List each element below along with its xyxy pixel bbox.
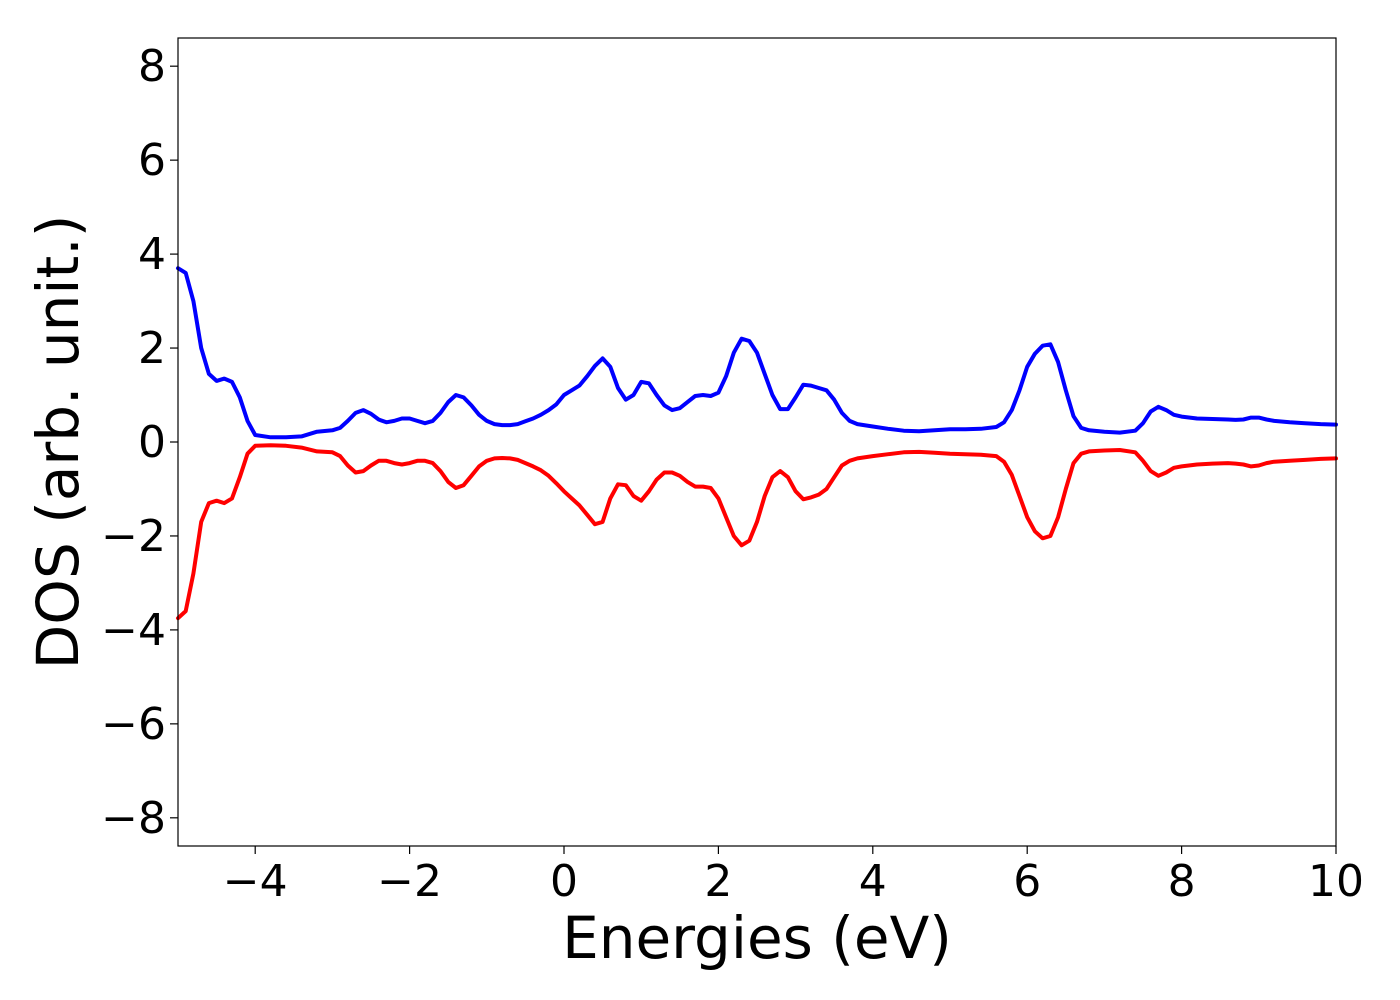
x-tick-label: 10: [1308, 856, 1364, 907]
y-tick-label: 2: [138, 323, 166, 374]
x-tick-label: −4: [223, 856, 288, 907]
y-tick-label: −2: [101, 511, 166, 562]
x-axis-title: Energies (eV): [562, 904, 952, 972]
y-tick-label: −4: [101, 605, 166, 656]
y-tick-label: 4: [138, 229, 166, 280]
series-layer: [176, 266, 1338, 621]
x-tick-label: 8: [1168, 856, 1196, 907]
dos-series-line-1: [176, 266, 1338, 440]
y-axis: −8 −6 −4 −2 0 2 4 6 8: [101, 41, 178, 844]
y-axis-title: DOS (arb. unit.): [24, 215, 92, 670]
x-tick-label: −2: [377, 856, 442, 907]
y-tick-label: 0: [138, 417, 166, 468]
plot-area-frame: [177, 37, 1337, 847]
x-axis: −4 −2 0 2 4 6 8 10: [223, 846, 1364, 907]
x-tick-label: 0: [550, 856, 578, 907]
x-tick-label: 2: [704, 856, 732, 907]
y-tick-label: −6: [101, 699, 166, 750]
y-tick-label: 8: [138, 41, 166, 92]
x-tick-label: 4: [859, 856, 887, 907]
y-tick-label: 6: [138, 135, 166, 186]
y-tick-label: −8: [101, 793, 166, 844]
x-tick-label: 6: [1013, 856, 1041, 907]
dos-series-line-2: [176, 443, 1338, 621]
